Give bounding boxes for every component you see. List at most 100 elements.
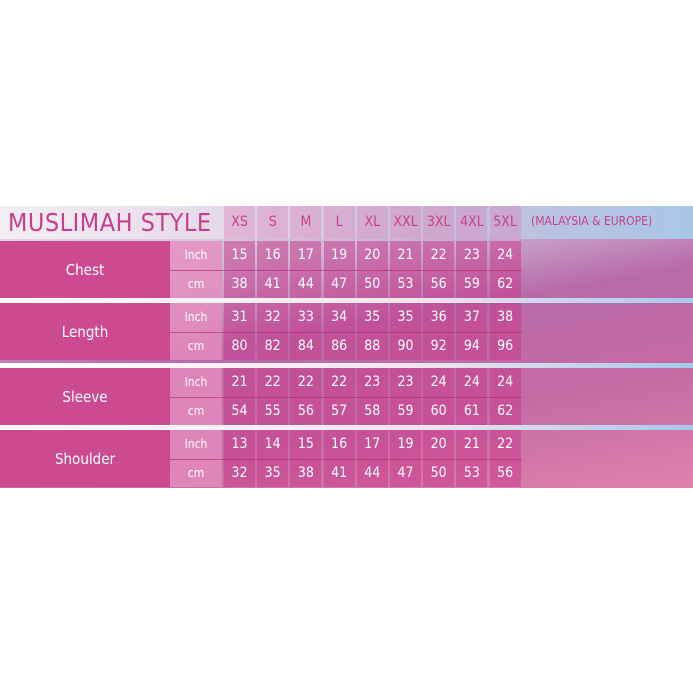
table-cell: 35 — [257, 458, 289, 487]
table-cell: 59 — [390, 396, 421, 425]
table-cell: 38 — [290, 458, 322, 487]
table-cell: 21 — [390, 241, 421, 270]
table-cell: 13 — [224, 430, 255, 459]
size-header: S — [257, 206, 289, 239]
region-label: (MALAYSIA & EUROPE) — [531, 214, 653, 228]
size-chart: MUSLIMAH STYLE XS S M L XL XXL 3XL 4XL 5XL (MALA… — [0, 206, 693, 488]
table-cell: 41 — [257, 269, 289, 298]
table-cell: 61 — [456, 396, 488, 425]
measurement-label: Length — [0, 303, 170, 360]
table-cell: 33 — [290, 303, 322, 332]
table-cell: 32 — [257, 303, 289, 332]
table-cell: 54 — [224, 396, 255, 425]
table-cell: 17 — [356, 430, 388, 459]
brand-title: MUSLIMAH STYLE — [8, 208, 212, 237]
table-cell: 17 — [290, 241, 322, 270]
size-header: L — [323, 206, 355, 239]
table-cell: 36 — [423, 303, 455, 332]
measurement-group: Sleeve Inch 21 22 22 22 23 23 24 24 24 cm 54 55 56 57 58… — [0, 368, 693, 425]
unit-label: Inch — [170, 241, 222, 270]
table-cell: 35 — [390, 303, 421, 332]
measurement-group: Chest Inch 15 16 17 19 20 21 22 23 24 cm 38 41 44 47 50 5… — [0, 241, 693, 298]
table-cell: 22 — [290, 368, 322, 397]
table-cell: 53 — [390, 269, 421, 298]
divider — [0, 363, 693, 368]
table-cell: 24 — [489, 241, 521, 270]
row-divider — [170, 396, 522, 398]
table-cell: 56 — [423, 269, 455, 298]
table-cell: 35 — [356, 303, 388, 332]
row-divider — [170, 269, 522, 271]
header-row: MUSLIMAH STYLE XS S M L XL XXL 3XL 4XL 5XL (MALA… — [0, 206, 693, 239]
measurement-label: Sleeve — [0, 368, 170, 425]
divider — [0, 298, 693, 303]
size-header: XL — [356, 206, 388, 239]
table-cell: 80 — [224, 331, 255, 360]
table-cell: 58 — [356, 396, 388, 425]
table-cell: 38 — [224, 269, 255, 298]
table-cell: 92 — [423, 331, 455, 360]
table-cell: 82 — [257, 331, 289, 360]
table-cell: 15 — [224, 241, 255, 270]
table-cell: 56 — [489, 458, 521, 487]
table-cell: 23 — [356, 368, 388, 397]
divider — [0, 425, 693, 430]
table-cell: 34 — [323, 303, 355, 332]
table-cell: 16 — [257, 241, 289, 270]
unit-label: Inch — [170, 303, 222, 332]
table-cell: 86 — [323, 331, 355, 360]
table-cell: 41 — [323, 458, 355, 487]
table-cell: 22 — [323, 368, 355, 397]
table-cell: 24 — [456, 368, 488, 397]
table-cell: 94 — [456, 331, 488, 360]
unit-label: cm — [170, 458, 222, 487]
table-cell: 88 — [356, 331, 388, 360]
table-cell: 24 — [423, 368, 455, 397]
table-cell: 47 — [323, 269, 355, 298]
table-cell: 50 — [356, 269, 388, 298]
table-cell: 21 — [456, 430, 488, 459]
table-cell: 37 — [456, 303, 488, 332]
unit-label: cm — [170, 331, 222, 360]
row-divider — [170, 331, 522, 333]
table-cell: 23 — [390, 368, 421, 397]
size-header: XS — [224, 206, 255, 239]
table-cell: 47 — [390, 458, 421, 487]
table-cell: 62 — [489, 269, 521, 298]
measurement-label: Chest — [0, 241, 170, 298]
table-cell: 31 — [224, 303, 255, 332]
unit-label: Inch — [170, 368, 222, 397]
table-cell: 55 — [257, 396, 289, 425]
table-cell: 62 — [489, 396, 521, 425]
measurement-label: Shoulder — [0, 430, 170, 487]
table-cell: 56 — [290, 396, 322, 425]
table-cell: 23 — [456, 241, 488, 270]
table-cell: 22 — [257, 368, 289, 397]
measurement-group: Length Inch 31 32 33 34 35 35 36 37 38 cm 80 82 84 86 88… — [0, 303, 693, 360]
table-cell: 44 — [290, 269, 322, 298]
table-cell: 15 — [290, 430, 322, 459]
table-cell: 21 — [224, 368, 255, 397]
table-cell: 96 — [489, 331, 521, 360]
size-header: 4XL — [456, 206, 488, 239]
table-cell: 19 — [390, 430, 421, 459]
table-cell: 14 — [257, 430, 289, 459]
size-header: 3XL — [423, 206, 455, 239]
table-cell: 44 — [356, 458, 388, 487]
table-cell: 38 — [489, 303, 521, 332]
table-cell: 59 — [456, 269, 488, 298]
table-cell: 50 — [423, 458, 455, 487]
table-cell: 53 — [456, 458, 488, 487]
table-cell: 90 — [390, 331, 421, 360]
table-cell: 22 — [423, 241, 455, 270]
unit-label: cm — [170, 396, 222, 425]
unit-label: cm — [170, 269, 222, 298]
table-cell: 19 — [323, 241, 355, 270]
table-cell: 20 — [356, 241, 388, 270]
table-cell: 24 — [489, 368, 521, 397]
table-cell: 60 — [423, 396, 455, 425]
size-header: 5XL — [489, 206, 521, 239]
size-header: XXL — [390, 206, 421, 239]
table-cell: 20 — [423, 430, 455, 459]
unit-label: Inch — [170, 430, 222, 459]
